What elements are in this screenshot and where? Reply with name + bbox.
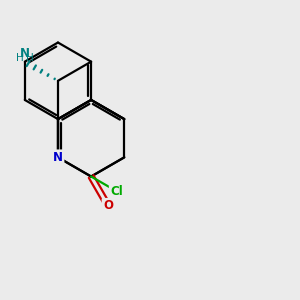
Text: H: H <box>26 53 34 63</box>
Text: Cl: Cl <box>110 185 123 198</box>
Text: N: N <box>53 151 63 164</box>
Text: H: H <box>16 53 23 63</box>
Text: O: O <box>103 199 113 212</box>
Text: N: N <box>20 47 30 60</box>
